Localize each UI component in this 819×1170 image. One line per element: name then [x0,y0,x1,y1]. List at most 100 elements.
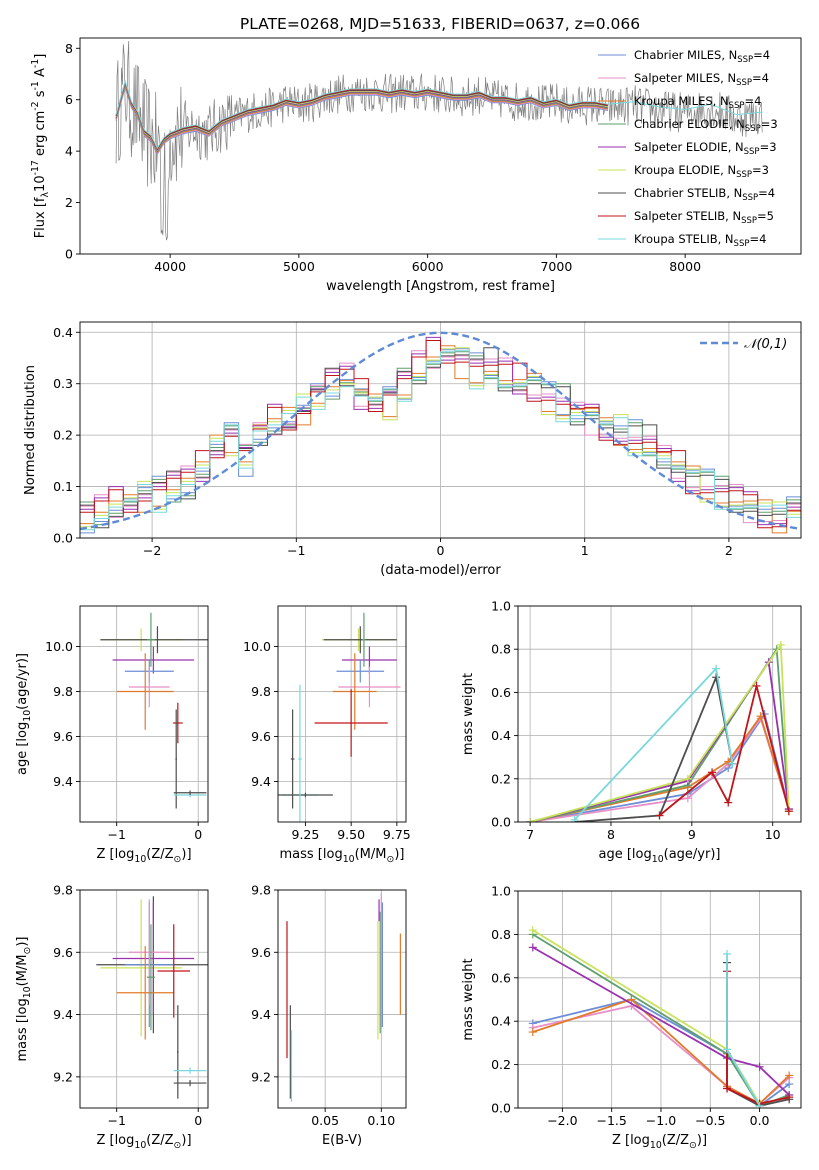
label-part: (Z/Z [662,1133,689,1148]
label-part: E(B-V) [322,1133,362,1148]
legend-label: Kroupa MILES, NSSP=4 [634,94,761,111]
legend-text: Kroupa MILES, N [634,94,729,108]
label-part: 10 [22,986,33,998]
legend-label: Salpeter ELODIE, NSSP=3 [634,140,777,157]
axes-frame [277,889,407,1109]
x-axis-label: (data-model)/error [380,563,501,578]
axes-mass-vs-Z: −1 09.29.49.69.8Z [log10(Z/Z⊙)]mass [log1… [15,883,209,1151]
y-tick-label: 0.3 [53,376,73,391]
x-axis-label: E(B-V) [322,1133,362,1148]
x-tick-label: −1.0 [646,1113,676,1128]
legend-text: Salpeter STELIB, N [634,209,741,223]
x-tick-label: 0.0 [750,1113,770,1128]
y-tick-label: 10.0 [45,639,73,654]
y-tick-label: 9.6 [53,945,73,960]
legend-sub: SSP [744,147,760,157]
legend-text: Chabrier MILES, N [634,48,737,62]
plot-area-mass-weight-vs-Z [528,926,794,1108]
legend-label: Chabrier MILES, NSSP=4 [634,48,770,65]
legend-label: Salpeter MILES, NSSP=4 [634,71,769,88]
x-tick-label: 0 [194,1113,202,1128]
label-part: mass weight [461,958,476,1040]
y-tick-label: 0.4 [53,325,73,340]
y-tick-label: 9.6 [251,729,271,744]
model-line-kroupa_stelib [115,79,763,150]
weight-line-salpeter_elodie [532,946,790,1096]
gaussian-curve [80,331,801,531]
plot-area-spectrum [115,41,763,241]
x-axis-label: Z [log10(Z/Z⊙)] [96,1133,191,1151]
legend-text: Kroupa ELODIE, N [634,163,736,177]
label-part: Flux [f [33,197,48,238]
y-axis-label: mass weight [461,958,476,1040]
x-tick-label: 7 [526,827,534,842]
label-part: s [33,90,48,101]
weight-line-kroupa_stelib [726,953,761,1107]
axes-age-vs-mass: 9.25 9.50 9.75 9.4 9.6 9.8 10.0 mass [log10(M/M… [243,605,411,865]
plot-area-mass-vs-ebv [286,893,401,1102]
y-tick-label: 1.0 [491,599,511,614]
legend-suffix: =3 [760,140,777,154]
panel-mass-vs-ebv [278,889,406,1108]
x-tick-label: 0 [437,543,445,558]
label-part: -1 [30,81,41,90]
y-tick-label: 0.2 [53,428,73,443]
x-tick-label: 5000 [283,259,315,274]
y-tick-label: 9.4 [251,774,271,789]
x-tick-label: 1 [581,543,589,558]
label-part: 10 [22,710,33,722]
x-axis-label: wavelength [Angstrom, rest frame] [326,279,555,294]
y-tick-label: 2 [65,195,73,210]
label-part: (data-model)/error [380,563,501,578]
y-tick-label: 9.4 [251,1007,271,1022]
y-axis-label: Normed distribution [23,365,38,495]
axes-mass-vs-ebv: 0.05 0.10 9.2 9.4 9.6 9.8 E(B-V) [251,883,407,1148]
axes-age-vs-Z: −1 09.49.69.810.0Z [log10(Z/Z⊙)]age [log1… [15,605,209,865]
label-part: 10 [134,854,146,865]
y-axis-label: mass [log10(M/M⊙)] [15,937,33,1062]
y-tick-label: 0.1 [53,479,73,494]
label-part: Z [log [96,847,134,862]
legend-label: Salpeter STELIB, NSSP=5 [634,209,774,226]
label-part: ⊙ [22,947,33,955]
y-tick-label: 0.0 [491,815,511,830]
axes-frame [79,605,209,823]
label-part: λ [40,191,51,197]
figure-title: PLATE=0268, MJD=51633, FIBERID=0637, z=0… [240,15,640,33]
y-tick-label: 6 [65,92,73,107]
legend-sub: SSP [729,101,745,111]
label-part: )] [394,847,404,862]
x-tick-label: −1 [287,543,305,558]
legend-suffix: =4 [744,94,761,108]
y-tick-label: 9.2 [53,1069,73,1084]
legend-sub: SSP [741,216,757,226]
x-tick-label: 9.75 [383,827,411,842]
legend-suffix: =5 [757,209,774,223]
legend-suffix: =4 [753,48,770,62]
label-part: ⊙ [689,1140,697,1151]
legend-suffix: =4 [752,71,769,85]
y-tick-label: 0.0 [53,531,73,546]
x-axis-label: age [log10(age/yr)] [599,847,721,865]
y-tick-label: 9.8 [251,883,271,898]
y-tick-label: 9.8 [53,684,73,699]
y-tick-label: 9.6 [251,945,271,960]
y-axis-label: Flux [fλ10-17 erg cm-2 s-1 A-1] [30,54,51,239]
legend-suffix: =3 [761,117,778,131]
weight-line-salpeter_miles [529,716,790,822]
plot-area-age-vs-Z [100,612,208,809]
axes-frame [79,37,802,255]
x-tick-label: 7000 [540,259,572,274]
legend-text: Salpeter ELODIE, N [634,140,744,154]
label-part: (age/yr)] [15,653,30,710]
x-tick-label: 0.10 [367,1113,395,1128]
legend-sub: SSP [742,193,758,203]
legend-label: Kroupa ELODIE, NSSP=3 [634,163,769,180]
label-part: 10 [652,854,664,865]
y-tick-label: 10.0 [243,639,271,654]
legend-text: Kroupa STELIB, N [634,232,734,246]
x-tick-label: 9.25 [292,827,320,842]
x-axis-label: Z [log10(Z/Z⊙)] [612,1133,707,1151]
